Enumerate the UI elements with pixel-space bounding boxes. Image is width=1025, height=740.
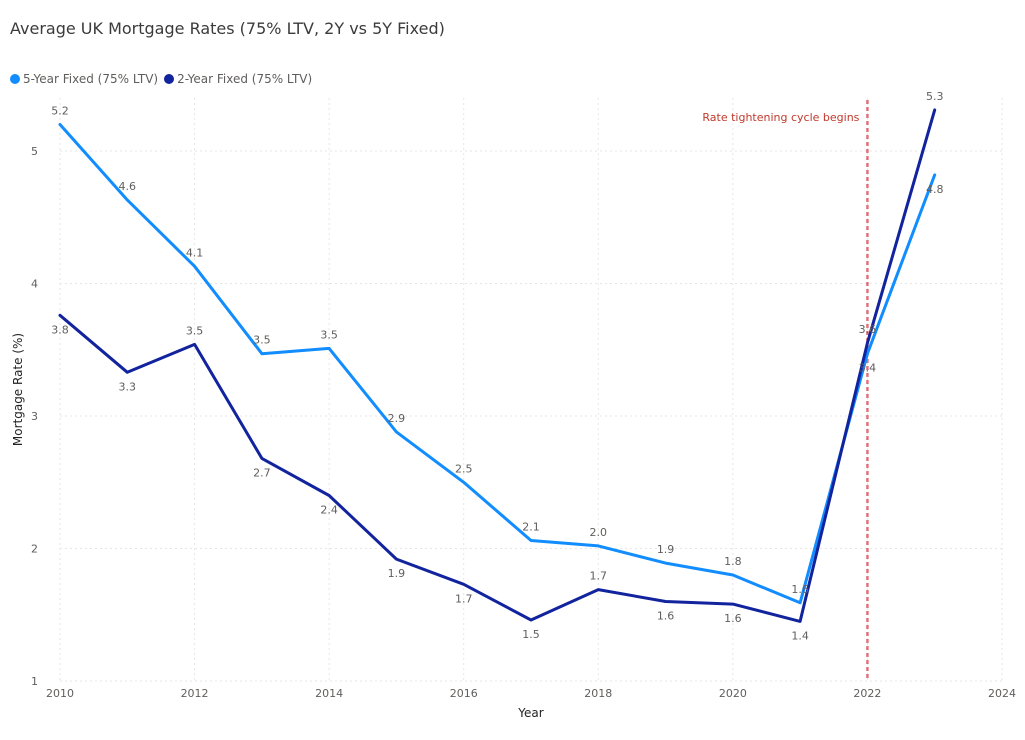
data-label-5y: 3.5 (253, 334, 271, 347)
x-tick-label: 2024 (988, 687, 1016, 700)
data-label-5y: 5.2 (51, 105, 69, 118)
series-lines (58, 108, 937, 623)
data-label-2y: 2.7 (253, 466, 271, 479)
legend-label-2y: 2-Year Fixed (75% LTV) (177, 72, 313, 86)
data-label-2y: 1.6 (657, 610, 675, 623)
data-label-5y: 3.5 (320, 328, 338, 341)
annotation-label: Rate tightening cycle begins (702, 111, 859, 124)
x-tick-label: 2016 (450, 687, 478, 700)
data-label-5y: 3.4 (859, 362, 877, 375)
data-label-5y: 2.0 (590, 526, 608, 539)
legend-marker-5y (10, 74, 20, 84)
data-label-5y: 4.1 (186, 246, 204, 259)
data-label-2y: 5.3 (926, 90, 944, 103)
x-axis-title: Year (517, 706, 543, 720)
legend: 5-Year Fixed (75% LTV) 2-Year Fixed (75%… (10, 72, 318, 86)
data-label-2y: 2.4 (320, 504, 338, 517)
legend-label-5y: 5-Year Fixed (75% LTV) (23, 72, 159, 86)
data-label-2y: 3.3 (119, 380, 137, 393)
data-label-5y: 4.8 (926, 183, 944, 196)
data-label-2y: 3.6 (859, 323, 877, 336)
data-label-2y: 3.5 (186, 324, 204, 337)
y-tick-label: 4 (31, 278, 38, 291)
data-label-5y: 1.8 (724, 555, 742, 568)
data-label-5y: 1.9 (657, 543, 675, 556)
y-tick-label: 5 (31, 145, 38, 158)
y-tick-label: 3 (31, 410, 38, 423)
legend-item-5y[interactable]: 5-Year Fixed (75% LTV) (10, 72, 158, 86)
y-tick-label: 1 (31, 675, 38, 688)
data-label-2y: 1.4 (791, 629, 809, 642)
x-axis-ticks: 2010 2012 2014 2016 2018 2020 2022 2024 (46, 687, 1016, 700)
gridlines (59, 98, 1003, 682)
series-line-2y (58, 108, 937, 623)
data-label-2y: 1.7 (455, 592, 473, 605)
data-label-5y: 4.6 (119, 180, 137, 193)
data-label-2y: 1.7 (590, 570, 608, 583)
series-line-5y (58, 123, 937, 605)
data-label-2y: 3.8 (51, 323, 69, 336)
y-tick-label: 2 (31, 543, 38, 556)
x-tick-label: 2022 (853, 687, 881, 700)
x-tick-label: 2012 (181, 687, 209, 700)
chart-title: Average UK Mortgage Rates (75% LTV, 2Y v… (10, 19, 445, 38)
data-label-2y: 1.5 (522, 628, 540, 641)
legend-marker-2y (164, 74, 175, 84)
data-label-5y: 2.1 (522, 521, 540, 534)
data-label-5y: 1.6 (791, 583, 809, 596)
legend-item-2y[interactable]: 2-Year Fixed (75% LTV) (164, 72, 312, 86)
data-label-5y: 2.5 (455, 462, 473, 475)
y-axis-title: Mortgage Rate (%) (11, 333, 25, 446)
x-tick-label: 2020 (719, 687, 747, 700)
data-labels: 5.2 4.6 4.1 3.5 3.5 2.9 2.5 2.1 2.0 1.9 1.8 1.6 3.4 4… (51, 90, 943, 642)
y-axis-ticks: 1 2 3 4 5 (31, 145, 38, 688)
x-tick-label: 2010 (46, 687, 74, 700)
x-tick-label: 2014 (315, 687, 343, 700)
data-label-5y: 2.9 (388, 412, 406, 425)
data-label-2y: 1.6 (724, 612, 742, 625)
x-tick-label: 2018 (584, 687, 612, 700)
data-label-2y: 1.9 (388, 567, 406, 580)
